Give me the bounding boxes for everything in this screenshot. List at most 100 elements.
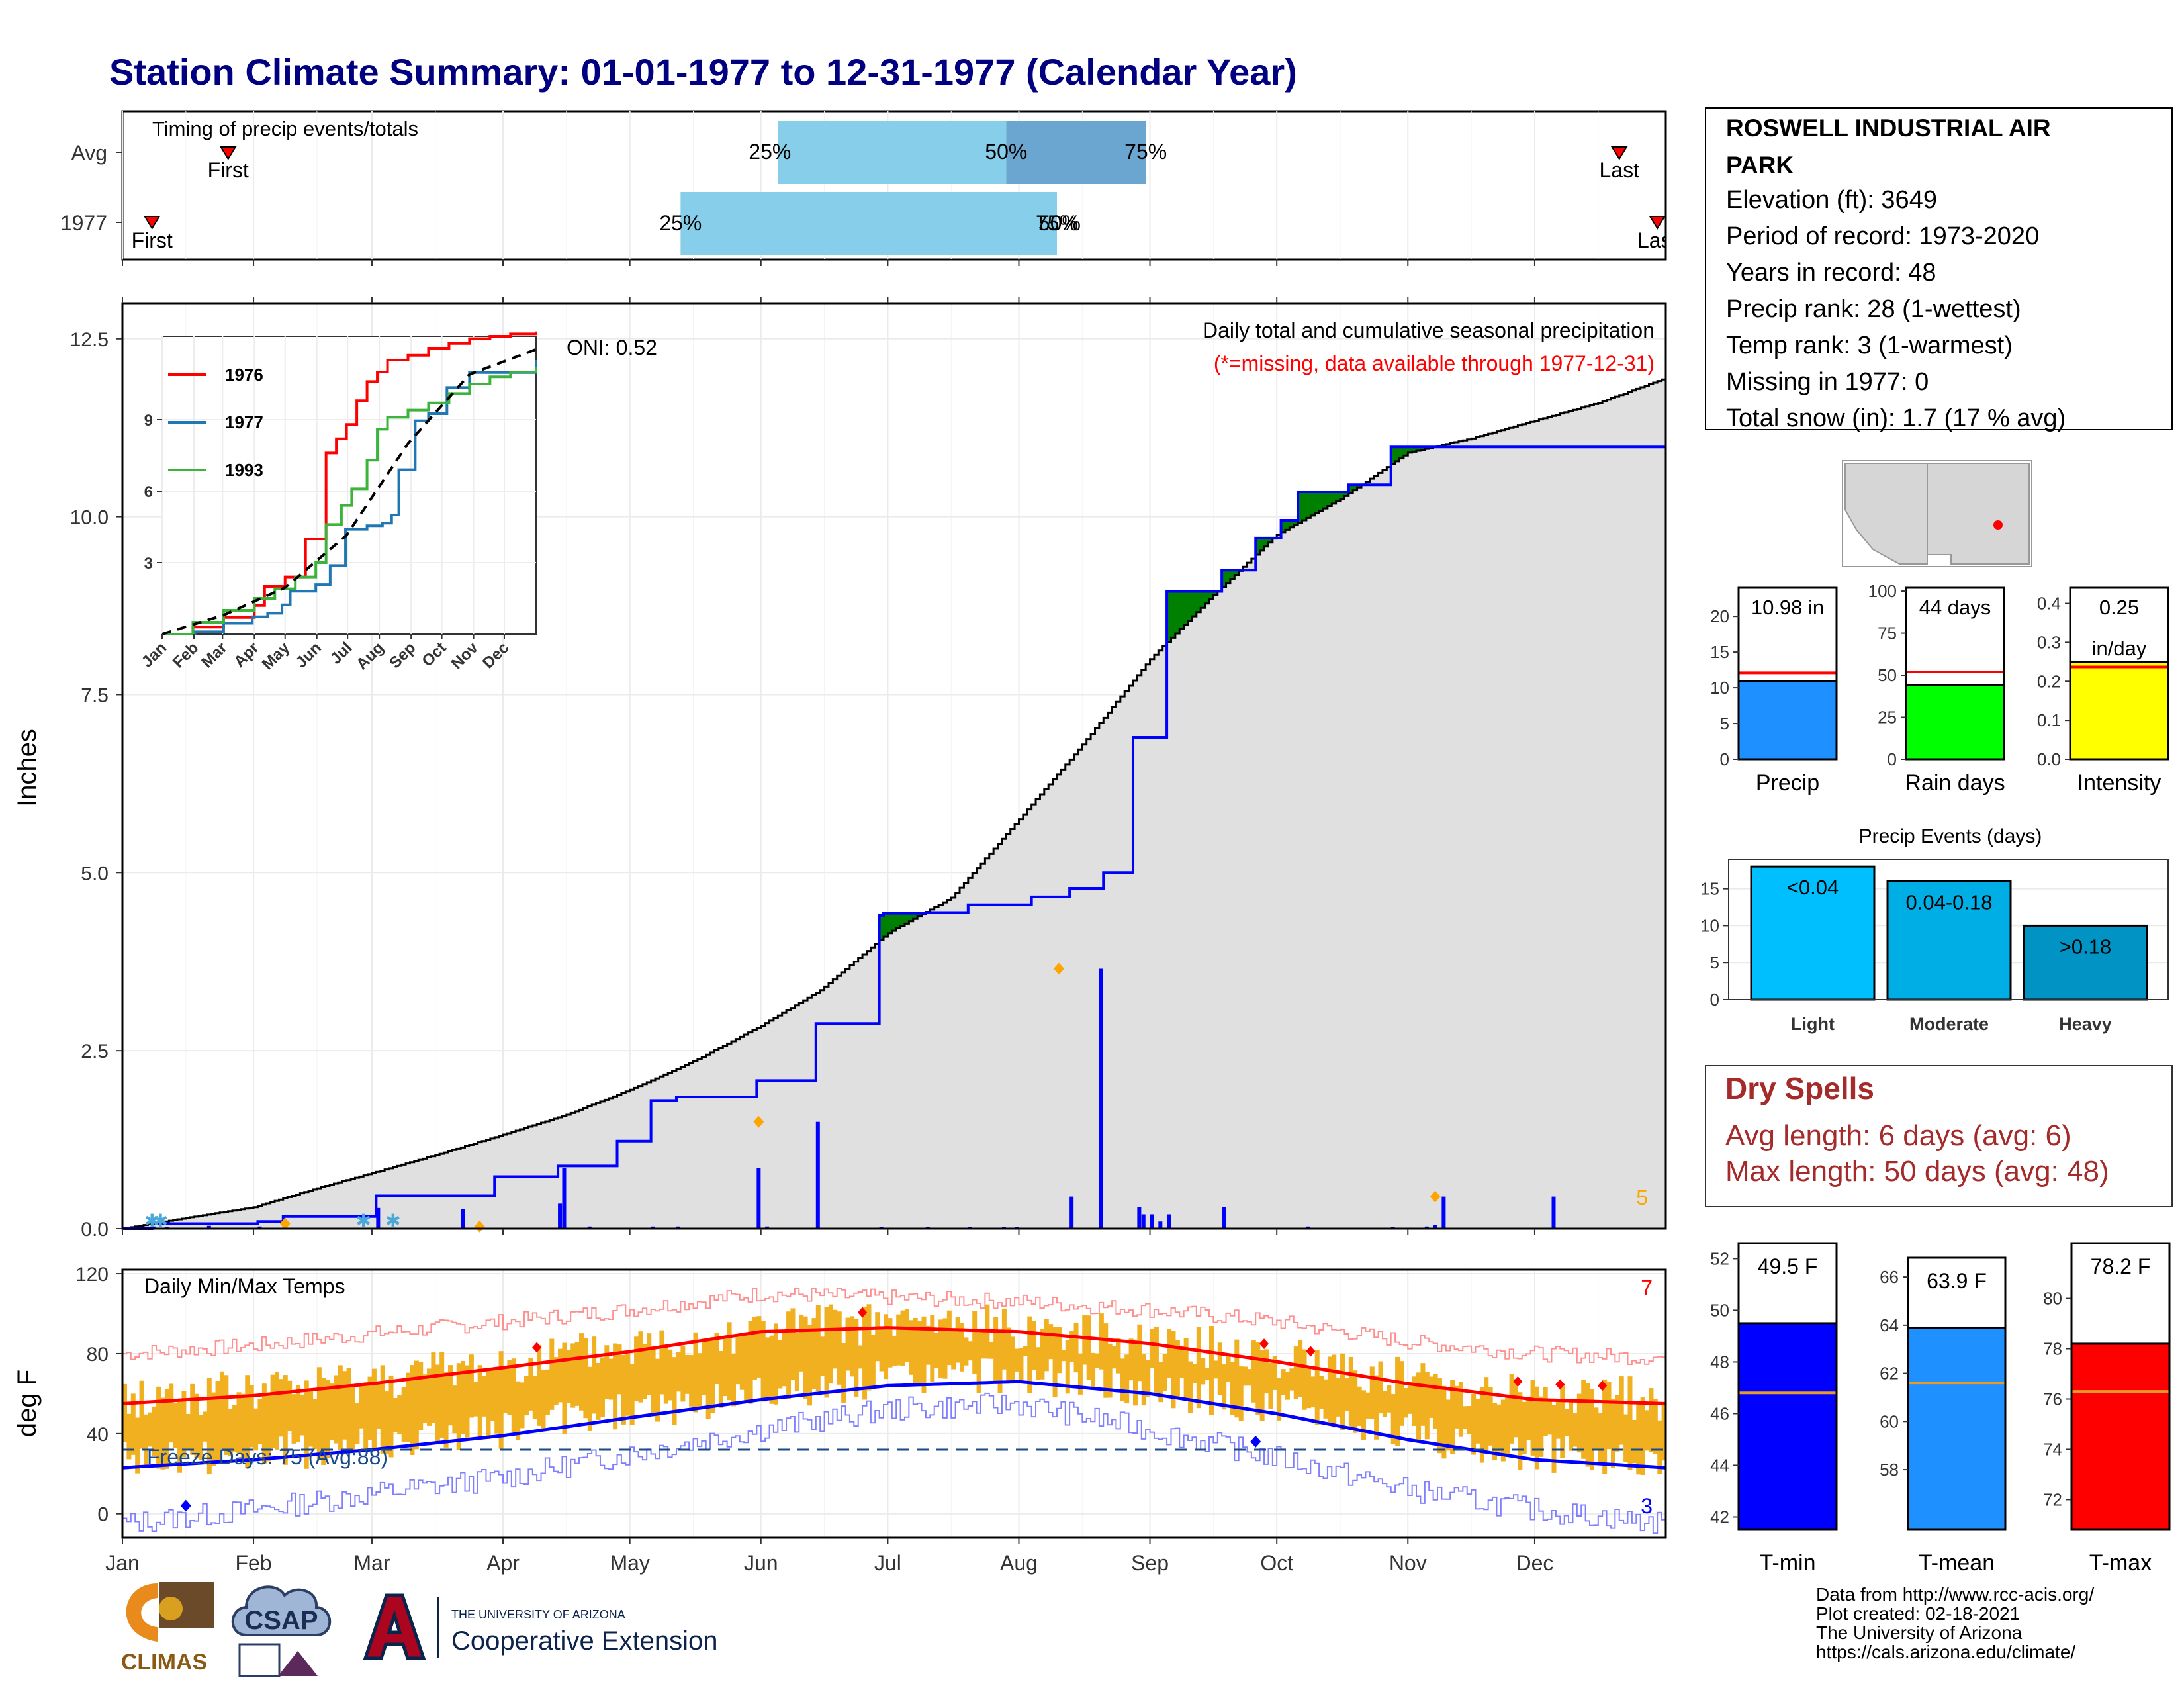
- daily-temp-range-bar: [287, 1380, 293, 1432]
- daily-temp-range-bar: [1167, 1329, 1172, 1378]
- daily-temp-range-bar: [824, 1307, 829, 1398]
- daily-temp-range-bar: [190, 1383, 195, 1455]
- daily-temp-range-bar: [1589, 1389, 1594, 1470]
- daily-temp-range-bar: [553, 1357, 559, 1405]
- daily-temp-range-bar: [799, 1314, 804, 1372]
- daily-temp-range-bar: [1424, 1372, 1430, 1440]
- tbar-panel-frame-0: [1737, 1242, 1838, 1531]
- record-low-diamond: [1250, 1435, 1261, 1448]
- snow-day-icon: ✱: [144, 1211, 159, 1231]
- daily-temp-range-bar: [574, 1342, 580, 1406]
- daily-temp-range-bar: [1027, 1316, 1032, 1393]
- dry-spells-avg: Avg length: 6 days (avg: 6): [1725, 1119, 2071, 1152]
- timing-avg-first-label: First: [208, 158, 249, 182]
- record-low-line: [122, 1392, 1666, 1534]
- timing-avg-bar-25-50: [778, 121, 1007, 184]
- daily-temp-range-bar: [528, 1358, 533, 1411]
- daily-precip-bar: [1069, 1196, 1074, 1229]
- daily-temp-range-bar: [1061, 1350, 1066, 1362]
- daily-temp-range-bar: [122, 1383, 127, 1443]
- daily-temp-range-bar: [1234, 1339, 1240, 1418]
- ua-block-a-icon: [363, 1593, 426, 1660]
- daily-temp-range-bar: [300, 1394, 305, 1436]
- daily-temp-range-bar: [1450, 1380, 1455, 1454]
- tbar-ytick-label-1-1: 60: [1880, 1411, 1899, 1431]
- dry-spells-max: Max length: 50 days (avg: 48): [1725, 1155, 2109, 1188]
- events-ytick-label-0: 0: [1710, 990, 1719, 1009]
- temp-ylabel: deg F: [13, 1370, 42, 1437]
- freeze-days-label: Freeze Days: 75 (Avg:88): [147, 1445, 388, 1469]
- csap-logo-mountain: [278, 1651, 318, 1676]
- daily-precip-bar: [1137, 1207, 1142, 1229]
- daily-temp-range-bar: [1302, 1349, 1307, 1410]
- daily-temp-range-bar: [1192, 1364, 1197, 1383]
- daily-temp-range-bar: [160, 1397, 165, 1470]
- daily-temp-range-bar: [1281, 1369, 1286, 1395]
- precip-summary-bars: 0 5 10 15 20 10.98 in Precip 0 25 50 75 100 44 days R…: [1710, 581, 2169, 796]
- record-high-line: [122, 1288, 1666, 1365]
- daily-temp-range-bar: [249, 1385, 254, 1448]
- daily-temp-range-bar: [1361, 1390, 1366, 1441]
- daily-temp-range-bar: [1095, 1353, 1100, 1368]
- daily-temp-range-bar: [1518, 1392, 1523, 1470]
- daily-temp-range-bar: [1208, 1326, 1214, 1416]
- daily-temp-range-bar: [456, 1363, 461, 1450]
- daily-temp-range-bar: [427, 1368, 432, 1426]
- month-label-Aug: Aug: [1000, 1551, 1038, 1575]
- daily-temp-range-bar: [494, 1368, 500, 1434]
- month-label-Feb: Feb: [235, 1551, 271, 1575]
- daily-temp-range-bar: [135, 1417, 140, 1474]
- daily-temp-range-bar: [1606, 1382, 1612, 1450]
- daily-temp-range-bar: [1238, 1366, 1244, 1421]
- daily-precip-bar: [558, 1203, 563, 1229]
- daily-precip-bar: [587, 1226, 592, 1229]
- daily-temp-range-bar: [896, 1314, 901, 1366]
- tbar-ytick-label-2-1: 74: [2043, 1439, 2062, 1459]
- daily-temp-range-bar: [236, 1392, 242, 1454]
- tbar-ytick-label-2-2: 76: [2043, 1389, 2062, 1409]
- daily-temp-range-bar: [1272, 1356, 1277, 1390]
- daily-temp-range-bar: [1132, 1339, 1138, 1406]
- daily-temp-range-bar: [651, 1347, 656, 1417]
- daily-temp-range-bar: [194, 1393, 199, 1459]
- timing-row-avg-label: Avg: [71, 141, 107, 165]
- daily-temp-range-bar: [1602, 1379, 1608, 1474]
- daily-temp-range-bar: [1052, 1327, 1058, 1398]
- daily-temp-range-bar: [1369, 1366, 1375, 1419]
- record-high-diamond: [1259, 1338, 1269, 1350]
- precip-count-label: 5: [1636, 1186, 1648, 1209]
- pbar-value-bar-Rain days: [1905, 684, 2005, 761]
- daily-temp-range-bar: [891, 1335, 897, 1366]
- daily-temp-range-bar: [1196, 1327, 1201, 1409]
- daily-temp-range-bar: [385, 1391, 390, 1455]
- timing-1977-first-marker: [143, 216, 161, 230]
- daily-temp-range-bar: [875, 1312, 880, 1362]
- daily-temp-range-bar: [1116, 1338, 1121, 1374]
- daily-temp-range-bar: [1103, 1323, 1109, 1398]
- daily-temp-range-bar: [803, 1316, 808, 1399]
- daily-temp-range-bar: [507, 1360, 512, 1415]
- daily-temp-range-bar: [735, 1335, 741, 1385]
- daily-precip-bar: [676, 1226, 680, 1229]
- daily-temp-range-bar: [702, 1338, 707, 1395]
- daily-temp-range-bar: [1044, 1319, 1049, 1372]
- tbar-ytick-label-1-2: 62: [1880, 1364, 1899, 1383]
- inset-legend-label-1977: 1977: [225, 412, 263, 432]
- daily-temp-range-bar: [1615, 1395, 1620, 1452]
- timing-1977-first-label: First: [132, 228, 173, 252]
- daily-temp-range-bar: [765, 1337, 770, 1397]
- daily-temp-range-bar: [1500, 1399, 1506, 1462]
- daily-temp-range-bar: [503, 1366, 508, 1413]
- daily-temp-range-bar: [621, 1354, 626, 1425]
- daily-temp-range-bar: [253, 1408, 259, 1451]
- csap-logo-bars: [238, 1643, 281, 1677]
- daily-temp-range-bar: [1255, 1342, 1261, 1415]
- daily-temp-range-bar: [1399, 1361, 1404, 1426]
- daily-temp-range-bar: [1213, 1360, 1218, 1379]
- daily-precip-bar: [257, 1226, 262, 1229]
- daily-temp-range-bar: [392, 1398, 398, 1432]
- temp-ytick-label-1: 40: [87, 1424, 109, 1446]
- events-category-Light: Light: [1791, 1014, 1835, 1034]
- daily-temp-range-bar: [338, 1365, 343, 1451]
